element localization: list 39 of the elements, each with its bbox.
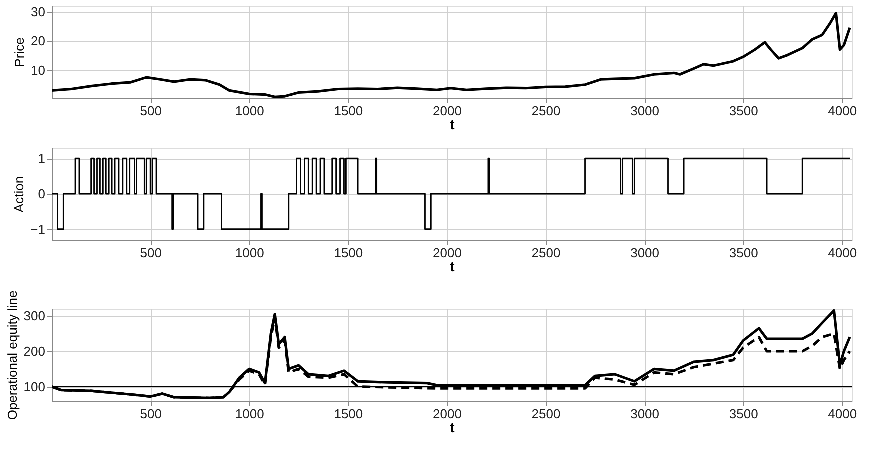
x-tick-label: 500 [140, 406, 162, 422]
x-tick-label: 1000 [235, 104, 264, 118]
x-tick-label: 3000 [630, 104, 660, 118]
x-tick-label: 2500 [532, 104, 561, 118]
x-tick-label: 500 [140, 104, 162, 118]
y-axis-title: Action [12, 176, 27, 213]
y-tick-label: 20 [31, 34, 46, 49]
x-tick-label: 2000 [433, 406, 462, 422]
y-axis-title: Price [12, 38, 28, 68]
y-tick-label: 30 [31, 4, 46, 20]
x-tick-label: 1500 [334, 246, 364, 260]
x-tick-label: 2000 [433, 104, 462, 118]
x-tick-label: 2500 [532, 406, 561, 422]
x-axis-title: t [450, 258, 456, 274]
x-tick-label: 3500 [729, 406, 758, 422]
y-tick-label: −1 [30, 222, 46, 237]
x-tick-label: 500 [140, 246, 162, 260]
x-tick-label: 3000 [630, 246, 660, 260]
x-tick-label: 4000 [828, 104, 858, 118]
x-tick-label: 3000 [630, 406, 660, 422]
x-tick-label: 3500 [729, 246, 758, 260]
y-tick-label: 1 [38, 151, 46, 166]
x-tick-label: 2000 [433, 246, 462, 260]
x-axis-title: t [450, 420, 456, 436]
x-tick-label: 3500 [729, 104, 758, 118]
x-tick-label: 4000 [828, 246, 858, 260]
x-axis-title: t [450, 116, 456, 132]
x-tick-label: 1500 [334, 406, 364, 422]
y-tick-label: 300 [24, 308, 46, 324]
y-tick-label: 10 [31, 62, 46, 78]
y-tick-label: 100 [24, 379, 46, 394]
x-tick-label: 2500 [532, 246, 561, 260]
y-tick-label: 0 [38, 186, 46, 202]
y-axis-title: Operational equity line [4, 290, 20, 420]
x-tick-label: 1500 [334, 104, 364, 118]
x-tick-label: 4000 [828, 406, 858, 422]
x-tick-label: 1000 [235, 406, 264, 422]
y-tick-label: 200 [24, 344, 46, 359]
x-tick-label: 1000 [235, 246, 264, 260]
